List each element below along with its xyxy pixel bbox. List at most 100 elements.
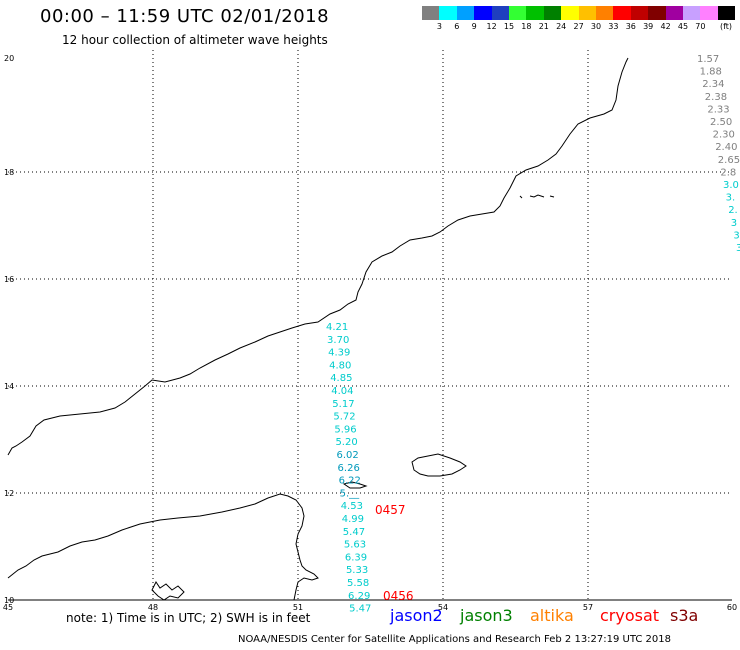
swh-value: 5.33 [346,565,368,576]
satellite-legend-item: s3a [670,606,699,625]
swh-value: 3 [731,218,737,229]
colorbar-label: 6 [454,22,460,31]
colorbar-label: 21 [538,22,549,31]
footnote: note: 1) Time is in UTC; 2) SWH is in fe… [66,611,311,625]
colorbar-swatch [456,6,475,20]
swh-value: 3. [726,193,736,204]
swh-value: 6.02 [337,450,359,461]
swh-value: 2. [728,205,738,216]
lon-tick-label: 60 [727,603,737,612]
colorbar-swatch [613,6,631,20]
lat-tick-label: 10 [4,596,14,605]
swh-value: 5.__ [340,488,361,499]
colorbar-label: 27 [573,22,584,31]
swh-value: 6.26 [338,463,360,474]
lon-tick-label: 48 [148,603,158,612]
swh-value: 5.72 [333,412,355,423]
colorbar-swatch [665,6,683,20]
credit-line: NOAA/NESDIS Center for Satellite Applica… [238,634,671,645]
lon-tick-label: 45 [3,603,13,612]
satellite-legend-item: altika [530,606,574,625]
colorbar-label: 12 [486,22,497,31]
lat-tick-label: 12 [4,489,14,498]
colorbar-swatch [648,6,666,20]
pass-time-label: 0456 [383,589,414,603]
lat-tick-label: 16 [4,275,14,284]
swh-value: 2.30 [713,130,735,141]
lat-tick-label: 18 [4,168,14,177]
axis-ticks: 45 48 51 54 57 60 20 18 16 14 12 10 [3,54,737,612]
swh-value: 2.38 [705,92,727,103]
pass-time-label: 0457 [375,503,406,517]
swh-value: 2.65 [718,155,740,166]
colorbar-swatch [474,6,492,20]
colorbar-swatch [596,6,614,20]
coastline [7,57,629,601]
colorbar-label: 18 [521,22,532,31]
colorbar-swatch [700,6,718,20]
satellite-legend-item: jason3 [460,606,513,625]
swh-value: 5.63 [344,540,366,551]
lat-tick-label: 14 [4,382,14,391]
swh-value: 6.22 [339,476,361,487]
page-title: 00:00 – 11:59 UTC 02/01/2018 [40,6,330,27]
altimeter-track-right: 1.571.882.342.382.332.502.302.402.652.83… [697,54,740,254]
swh-value: 1.57 [697,54,719,65]
satellite-legend-item: cryosat [600,606,660,625]
swh-value: 5.20 [335,437,357,448]
swh-value: 5.96 [334,424,356,435]
colorbar-swatch [561,6,579,20]
lon-tick-label: 54 [438,603,448,612]
colorbar-swatch [439,6,457,20]
colorbar-label: 36 [625,22,636,31]
swh-value: 4.99 [342,514,364,525]
colorbar-swatch [509,6,527,20]
swh-value: 2.8 [720,167,736,178]
colorbar-label: 30 [590,22,602,31]
colorbar-swatch [578,6,596,20]
swh-value: 2.40 [715,142,737,153]
lon-tick-label: 51 [293,603,303,612]
swh-value: 4.04 [331,386,353,397]
swh-value: 3.70 [327,335,349,346]
swh-value: 3 [733,230,739,241]
swh-value: 5.17 [332,399,354,410]
colorbar-swatch [717,6,736,20]
swh-value: 3.0 [723,180,739,191]
colorbar-label: 39 [643,22,654,31]
colorbar-swatch [543,6,562,20]
swh-value: 4.21 [326,322,348,333]
colorbar-label: 9 [471,22,477,31]
swh-value: 5.58 [347,578,369,589]
colorbar-swatch [630,6,649,20]
colorbar-label: 24 [556,22,567,31]
swh-value: 4.53 [341,501,363,512]
swh-value: 5.47 [349,604,371,615]
lon-tick-label: 57 [583,603,593,612]
colorbar-label: 15 [503,22,515,31]
swh-value: 5.47 [343,527,365,538]
colorbar-swatch [422,6,440,20]
altimeter-track-center: 4.21 3.70 4.394.80 4.85 4.04 5.17 5.725.96 5.20… [326,322,371,615]
swh-value: 3 [736,243,740,254]
colorbar-label: 70 [695,22,706,31]
colorbar-label: 42 [660,22,671,31]
swh-value: 4.80 [329,360,351,371]
colorbar-unit: (ft) [719,22,733,31]
lat-tick-label: 20 [4,54,14,63]
colorbar-label: 33 [608,22,619,31]
swh-value: 2.34 [702,79,724,90]
colorbar-swatch [491,6,509,20]
swh-value: 2.50 [710,117,732,128]
swh-value: 6.39 [345,552,367,563]
satellite-legend-item: jason2 [390,606,443,625]
colorbar-label: 45 [677,22,689,31]
page-subtitle: 12 hour collection of altimeter wave hei… [62,33,328,47]
swh-value: 1.88 [700,67,722,78]
colorbar-swatch [683,6,701,20]
graticule [8,50,732,600]
colorbar-label: 3 [436,22,442,31]
swh-value: 4.85 [330,373,352,384]
swh-value: 6.29 [348,591,370,602]
